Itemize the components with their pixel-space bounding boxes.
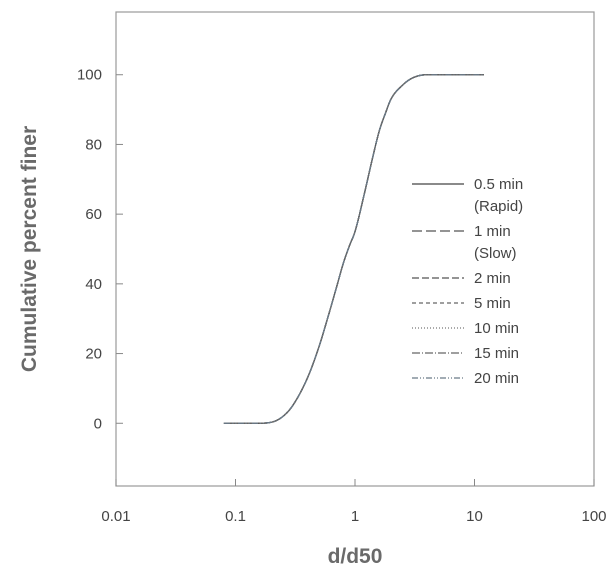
y-tick-label: 20 — [85, 346, 102, 363]
legend-label: (Slow) — [474, 245, 517, 262]
legend-label: 10 min — [474, 320, 519, 337]
series-line — [223, 74, 484, 424]
series-line — [223, 74, 484, 424]
plot-frame — [115, 11, 595, 487]
legend: 0.5 min (Rapid) 1 min (Slow) 2 min 5 min 10 mi… — [412, 176, 523, 387]
y-axis-title: Cumulative percent finer — [18, 126, 41, 372]
x-tick-label: 10 — [466, 508, 483, 525]
y-axis: 0 20 40 60 80 100 — [77, 67, 123, 432]
legend-label: 20 min — [474, 370, 519, 387]
y-tick-label: 100 — [77, 67, 102, 84]
x-axis: 0.01 0.1 1 10 100 — [101, 479, 607, 525]
x-tick-label: 1 — [351, 508, 359, 525]
legend-label: 5 min — [474, 295, 511, 312]
y-tick-label: 80 — [85, 136, 102, 153]
y-tick-label: 60 — [85, 206, 102, 223]
series-line — [223, 74, 484, 424]
legend-label: 15 min — [474, 345, 519, 362]
legend-label: (Rapid) — [474, 198, 523, 215]
y-tick-label: 40 — [85, 276, 102, 293]
series-line — [223, 74, 484, 424]
series-line — [223, 74, 484, 424]
legend-label: 0.5 min — [474, 176, 523, 193]
series-layer — [223, 74, 484, 424]
x-tick-label: 0.1 — [225, 508, 246, 525]
x-tick-label: 100 — [581, 508, 606, 525]
series-line — [223, 74, 484, 424]
legend-label: 2 min — [474, 270, 511, 287]
x-tick-label: 0.01 — [101, 508, 130, 525]
legend-label: 1 min — [474, 223, 511, 240]
y-tick-label: 0 — [94, 415, 102, 432]
x-axis-title: d/d50 — [328, 545, 383, 568]
series-line — [223, 74, 484, 424]
